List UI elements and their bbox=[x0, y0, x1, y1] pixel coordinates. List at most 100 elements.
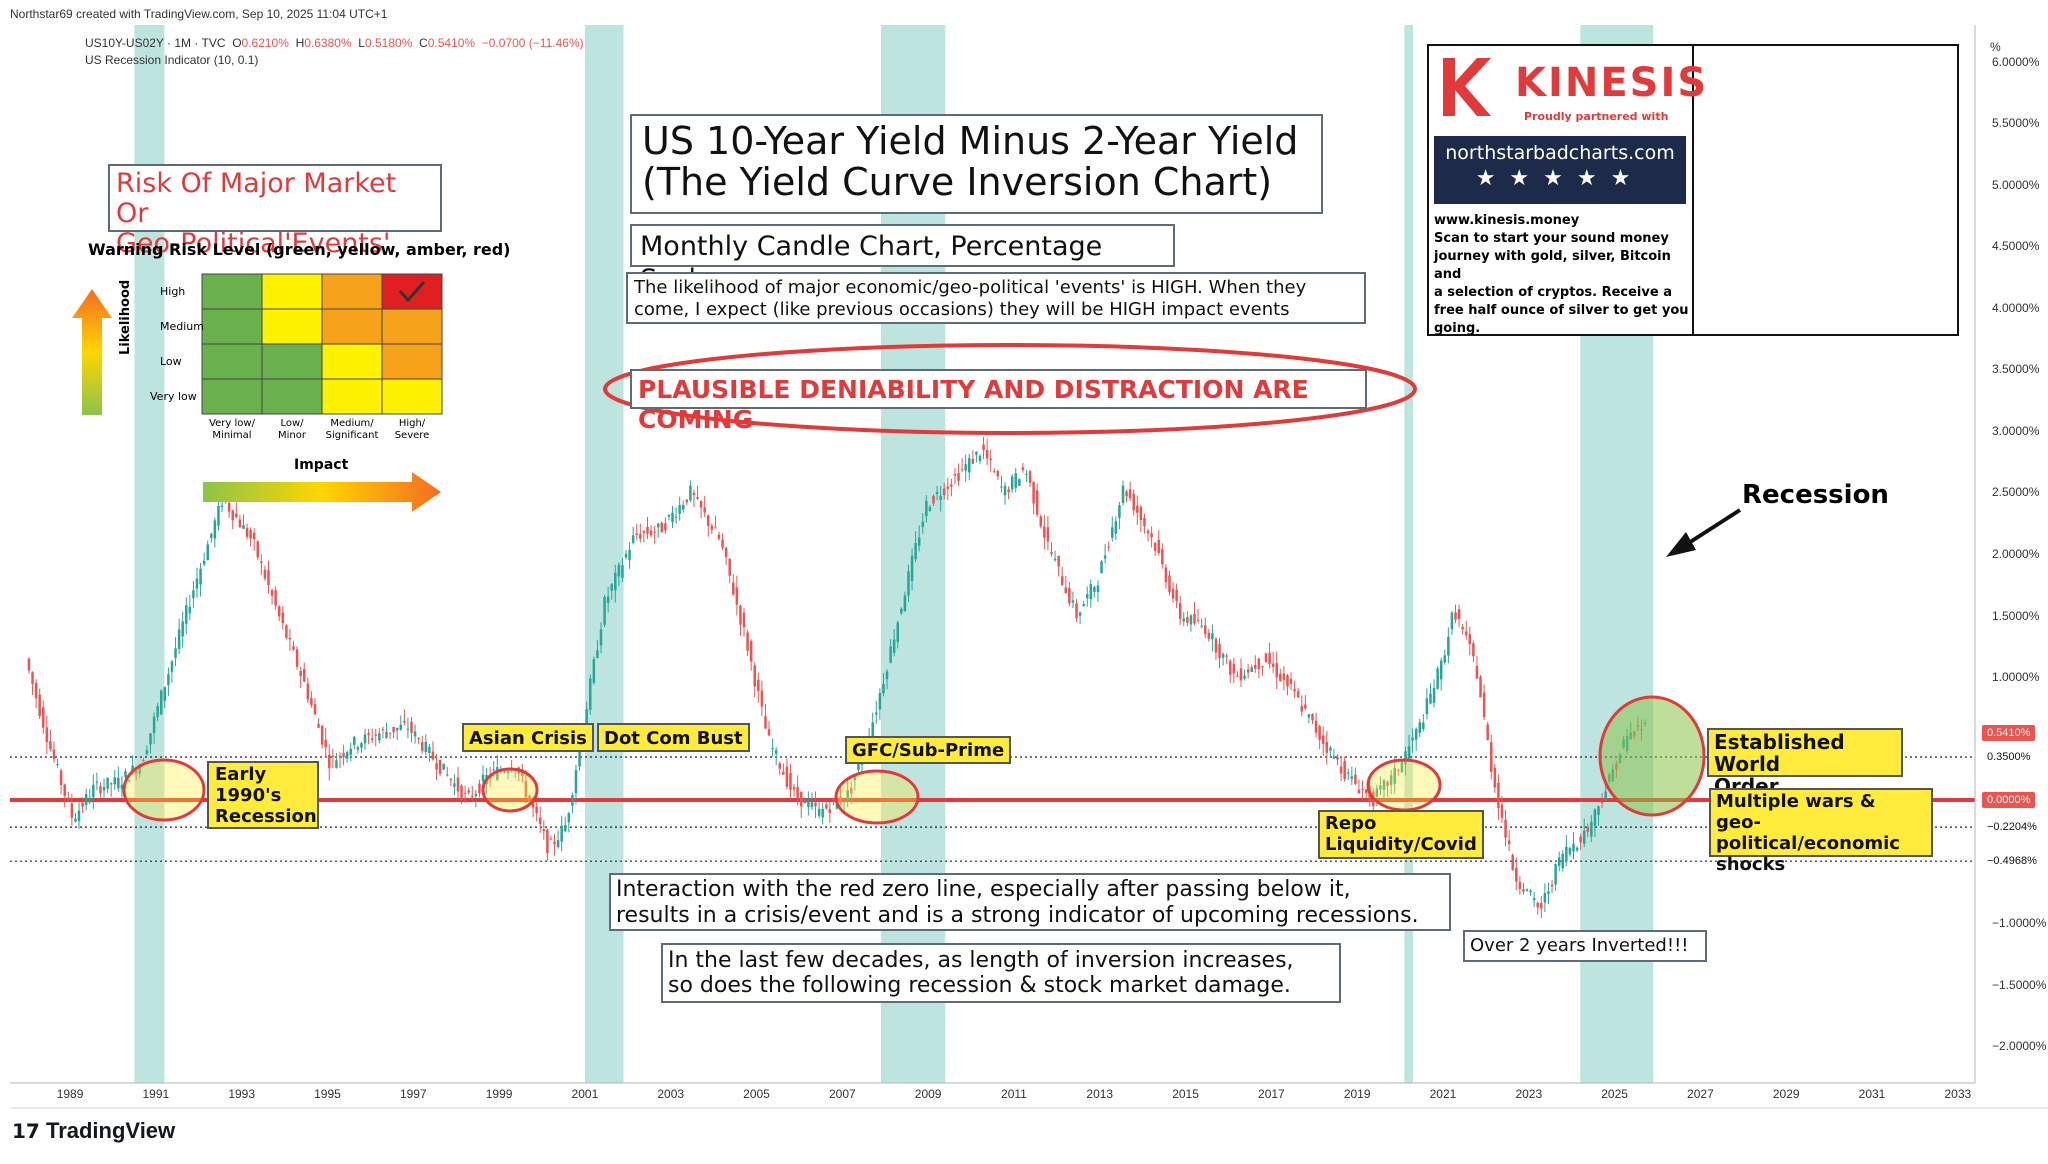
label-early-1990s: Early 1990's Recession bbox=[207, 761, 319, 829]
decades-note: In the last few decades, as length of in… bbox=[661, 943, 1341, 1003]
candle-body bbox=[875, 712, 878, 715]
y-unit: % bbox=[1990, 40, 2001, 54]
candle-body bbox=[1482, 692, 1486, 717]
kinesis-url[interactable]: www.kinesis.money bbox=[1434, 213, 1580, 228]
candle-body bbox=[767, 729, 771, 736]
candle-body bbox=[810, 801, 814, 807]
candle-body bbox=[1404, 751, 1407, 765]
candle-body bbox=[385, 731, 388, 738]
candle-body bbox=[49, 741, 52, 750]
candle-body bbox=[710, 525, 714, 530]
candle-body bbox=[1153, 543, 1157, 551]
candle-body bbox=[1350, 776, 1354, 779]
candle-body bbox=[292, 646, 295, 650]
x-tick-label: 2033 bbox=[1944, 1087, 1972, 1101]
candle-body bbox=[27, 658, 31, 671]
candle-body bbox=[631, 535, 635, 543]
recession-arrowhead bbox=[1666, 532, 1696, 557]
candle-body bbox=[1146, 530, 1150, 534]
tradingview-logo[interactable]: 𝟭𝟳 TradingView bbox=[12, 1118, 176, 1143]
risk-cell bbox=[321, 273, 383, 310]
candle-body bbox=[1525, 889, 1529, 891]
candle-body bbox=[342, 753, 345, 757]
candle-body bbox=[606, 596, 610, 604]
candle-body bbox=[1018, 478, 1021, 486]
label-dotcom: Dot Com Bust bbox=[597, 723, 750, 752]
candle-body bbox=[925, 500, 928, 517]
candle-body bbox=[277, 606, 281, 617]
x-tick-label: 1993 bbox=[228, 1087, 256, 1101]
candle-body bbox=[1461, 626, 1464, 630]
candle-body bbox=[1107, 546, 1110, 548]
candle-body bbox=[174, 648, 177, 658]
candle-body bbox=[728, 558, 731, 576]
candle-body bbox=[56, 763, 59, 765]
x-tick-label: 2025 bbox=[1601, 1087, 1628, 1101]
site-banner[interactable]: northstarbadcharts.com ★★★★★ bbox=[1434, 136, 1686, 204]
risk-cell bbox=[381, 378, 443, 415]
candle-body bbox=[639, 534, 642, 539]
subtitle-box: Monthly Candle Chart, Percentage Scale bbox=[630, 224, 1175, 295]
candle-body bbox=[538, 817, 542, 825]
title-box: US 10-Year Yield Minus 2-Year Yield (The… bbox=[630, 114, 1323, 214]
candle-body bbox=[771, 748, 774, 750]
candle-body bbox=[1522, 889, 1525, 892]
candle-body bbox=[306, 683, 310, 700]
x-tick-label: 2007 bbox=[828, 1087, 856, 1101]
candle-body bbox=[732, 582, 735, 595]
candle-body bbox=[1339, 766, 1343, 774]
candle-body bbox=[656, 523, 660, 528]
candle-body bbox=[563, 825, 567, 832]
candle-body bbox=[764, 716, 767, 729]
candle-body bbox=[610, 584, 613, 591]
indicator-label: US Recession Indicator (10, 0.1) bbox=[85, 53, 259, 67]
candle-body bbox=[338, 755, 342, 757]
risk-row-label: Very low bbox=[150, 390, 197, 403]
candle-body bbox=[900, 608, 903, 614]
y-tick-label: 2.0000% bbox=[1992, 547, 2040, 561]
candle-body bbox=[1003, 485, 1007, 496]
candle-body bbox=[335, 760, 338, 768]
candle-body bbox=[142, 760, 145, 762]
candle-body bbox=[453, 783, 456, 787]
candle-body bbox=[503, 771, 506, 773]
candle-body bbox=[1182, 618, 1186, 622]
label-repo: Repo Liquidity/Covid bbox=[1318, 810, 1484, 859]
y-tick-label: −1.0000% bbox=[1992, 916, 2047, 931]
circle-gfc bbox=[834, 769, 920, 825]
circle-repo bbox=[1366, 758, 1442, 812]
candle-body bbox=[374, 734, 378, 736]
candle-body bbox=[199, 568, 202, 585]
candle-body bbox=[946, 486, 950, 489]
candle-body bbox=[1279, 673, 1282, 682]
candle-body bbox=[63, 784, 66, 796]
candle-body bbox=[1304, 704, 1307, 709]
likelihood-arrow bbox=[72, 289, 112, 415]
y-tick-label: 1.0000% bbox=[1992, 670, 2040, 685]
risk-row-label: Medium bbox=[160, 320, 204, 333]
label-wars: Multiple wars & geo-political/economic sho… bbox=[1709, 788, 1933, 875]
risk-cell bbox=[321, 378, 383, 415]
candle-body bbox=[1143, 518, 1146, 527]
candle-body bbox=[678, 505, 681, 514]
x-tick-label: 2027 bbox=[1687, 1087, 1714, 1101]
candle-body bbox=[1443, 655, 1447, 663]
x-tick-label: 1999 bbox=[485, 1087, 513, 1101]
candle-body bbox=[1336, 757, 1339, 760]
candle-body bbox=[1575, 847, 1579, 851]
plausible-box: PLAUSIBLE DENIABILITY AND DISTRACTION AR… bbox=[630, 369, 1367, 434]
kinesis-ad[interactable]: KINESIS Proudly partnered with northstar… bbox=[1427, 44, 1959, 336]
candle-body bbox=[492, 769, 495, 771]
risk-col-label: Medium/Significant bbox=[325, 418, 379, 441]
candle-body bbox=[1282, 673, 1286, 680]
candle-body bbox=[59, 770, 63, 785]
candle-body bbox=[1157, 539, 1161, 554]
candle-body bbox=[378, 733, 381, 741]
candle-body bbox=[1497, 782, 1500, 808]
candle-body bbox=[1439, 660, 1443, 680]
candle-body bbox=[1068, 587, 1071, 604]
candle-body bbox=[1268, 652, 1271, 664]
candle-body bbox=[1590, 821, 1593, 837]
candle-body bbox=[839, 796, 842, 803]
candle-body bbox=[1325, 741, 1329, 753]
